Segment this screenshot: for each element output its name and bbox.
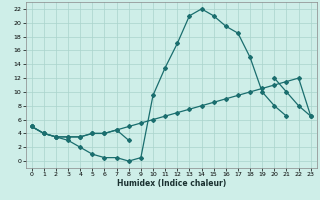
- X-axis label: Humidex (Indice chaleur): Humidex (Indice chaleur): [116, 179, 226, 188]
